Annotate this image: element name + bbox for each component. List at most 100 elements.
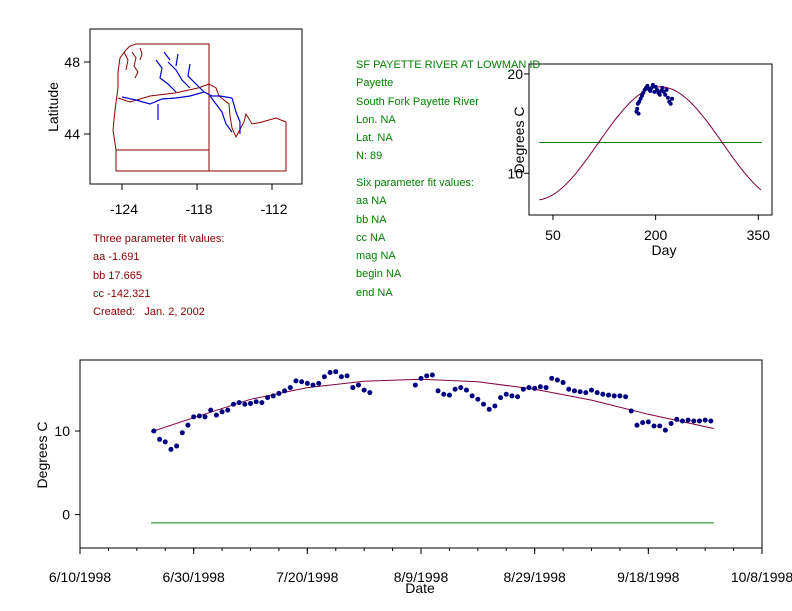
map-xtick-label-118: -118 (186, 201, 213, 217)
annual-fit-curve (539, 86, 762, 201)
daily-data-point (361, 387, 367, 393)
daily-data-point (606, 392, 612, 398)
daily-data-point (429, 372, 435, 378)
daily-data-point (566, 386, 572, 392)
annual-data-point (636, 111, 641, 116)
daily-data-point (304, 380, 310, 386)
daily-marks: 0 10 6/10/1998 6/30/1998 7/20/1998 8/9/1998 8/… (49, 369, 792, 585)
daily-data-point (668, 421, 674, 427)
daily-data-point (202, 414, 208, 420)
map-puget-sound (123, 47, 143, 79)
daily-data-point (611, 393, 617, 399)
daily-data-point (537, 384, 543, 390)
daily-data-point (452, 386, 458, 392)
daily-data-point (463, 387, 469, 393)
daily-data-point (600, 391, 606, 397)
daily-data-point (185, 422, 191, 428)
daily-xlabel: Date (405, 580, 435, 596)
daily-data-point (162, 439, 168, 445)
daily-data-point (475, 396, 481, 402)
daily-xtick-label: 7/20/1998 (276, 569, 338, 585)
annual-data-point (649, 85, 654, 90)
daily-data-point (662, 427, 668, 433)
daily-data-point (287, 385, 293, 391)
state-map: 48 44 Latitude -124 -118 -112 (45, 28, 303, 217)
daily-data-point (554, 377, 560, 383)
daily-data-point (441, 391, 447, 397)
daily-data-point (424, 373, 430, 379)
daily-data-point (259, 400, 265, 406)
daily-data-point (617, 393, 623, 399)
daily-data-point (446, 392, 452, 398)
daily-data-point (367, 390, 373, 396)
daily-xtick-label: 9/18/1998 (617, 569, 679, 585)
daily-data-point (583, 390, 589, 396)
annual-data-point (655, 87, 660, 92)
daily-data-point (691, 418, 697, 424)
annual-data-point (668, 101, 673, 106)
map-ytick-label-44: 44 (64, 126, 80, 142)
three-param-aa: aa -1.691 (93, 251, 140, 264)
daily-data-point (265, 395, 271, 401)
three-param-title: Three parameter fit values: (93, 233, 225, 245)
station-lat: Lat. NA (356, 132, 393, 145)
daily-data-point (270, 393, 276, 399)
daily-data-point (316, 380, 322, 386)
map-xtick-label-124: -124 (110, 201, 138, 217)
annual-ytick-label: 10 (507, 165, 523, 181)
daily-data-point (651, 423, 657, 429)
daily-data-point (355, 382, 361, 388)
six-param-end: end NA (356, 286, 393, 299)
daily-data-point (498, 395, 504, 401)
annual-data-point (635, 106, 640, 111)
daily-data-point (674, 416, 680, 422)
daily-timeseries-chart: 0 10 6/10/1998 6/30/1998 7/20/1998 8/9/1998 8/… (34, 359, 792, 596)
daily-data-point (276, 390, 282, 396)
daily-xtick-label: 10/8/1998 (731, 569, 792, 585)
daily-data-point (634, 422, 640, 428)
annual-data-point (639, 93, 644, 98)
map-frame (89, 28, 303, 185)
station-info-panel: SF PAYETTE RIVER AT LOWMAN ID Payette So… (356, 56, 540, 166)
daily-data-point (594, 390, 600, 396)
three-param-panel: Three parameter fit values: aa -1.691 bb… (93, 230, 224, 321)
daily-data-point (481, 401, 487, 407)
daily-data-point (549, 375, 555, 381)
daily-data-point (515, 394, 521, 400)
daily-data-point (225, 407, 231, 413)
daily-data-point (469, 393, 475, 399)
daily-data-point (196, 413, 202, 419)
annual-data-point (663, 92, 668, 97)
annual-xtick-label: 50 (545, 227, 561, 243)
annual-fit-chart: 10 20 50 200 350 Degrees C Day (507, 63, 773, 258)
daily-data-point (628, 408, 634, 414)
daily-data-point (151, 428, 157, 434)
daily-data-point (577, 389, 583, 395)
daily-data-point (242, 401, 248, 407)
station-lon: Lon. NA (356, 113, 396, 126)
station-title: SF PAYETTE RIVER AT LOWMAN ID (356, 59, 541, 71)
station-n: N: 89 (356, 150, 383, 163)
six-param-title: Six parameter fit values: (356, 177, 474, 189)
daily-data-point (293, 378, 299, 384)
annual-ylabel: Degrees C (511, 107, 527, 174)
daily-data-point (679, 418, 685, 424)
daily-data-point (321, 374, 327, 380)
daily-data-point (526, 385, 532, 391)
annual-ytick-label: 20 (507, 66, 523, 82)
daily-xtick-label: 6/30/1998 (163, 569, 225, 585)
daily-data-point (236, 400, 242, 406)
six-param-bb: bb NA (356, 213, 387, 226)
three-param-bb: bb 17.665 (93, 269, 142, 282)
daily-ytick-label: 10 (54, 423, 70, 439)
daily-data-point (645, 419, 651, 425)
daily-data-point (179, 430, 185, 436)
annual-marks: 10 20 50 200 350 (507, 66, 770, 243)
daily-data-point (696, 418, 702, 424)
daily-data-point (412, 382, 418, 388)
daily-ylabel: Degrees C (34, 422, 50, 489)
daily-data-point (657, 423, 663, 429)
annual-xtick-label: 350 (747, 227, 771, 243)
daily-data-point (560, 380, 566, 386)
created-date: Created: Jan. 2, 2002 (93, 306, 205, 319)
